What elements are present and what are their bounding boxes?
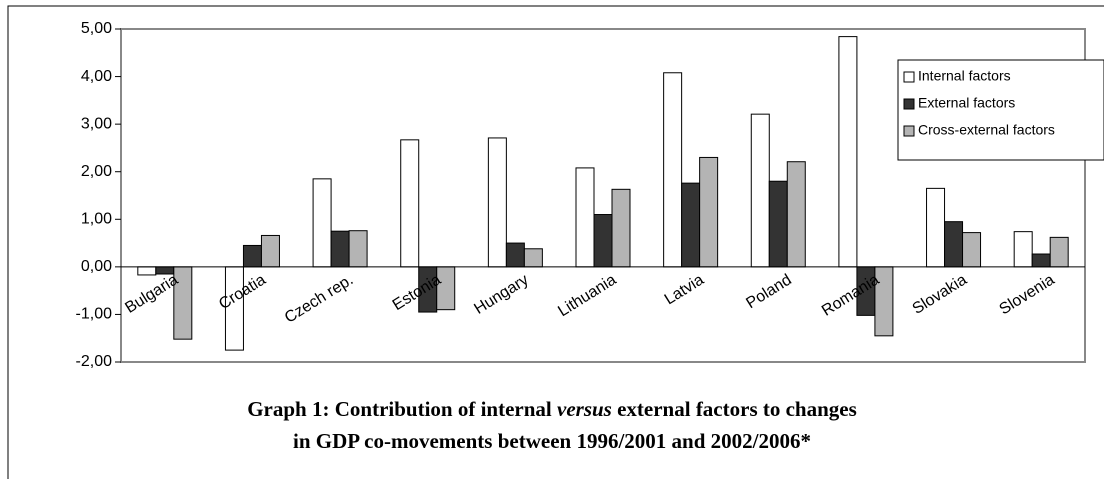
bar	[487, 137, 507, 268]
y-tick-label: 0,00	[81, 258, 112, 275]
x-tick-label: Bulgaria	[122, 271, 181, 317]
bar	[1013, 231, 1033, 268]
legend-label: Internal factors	[918, 68, 1011, 84]
bar	[681, 182, 701, 268]
y-tick-label: 1,00	[81, 211, 112, 228]
x-tick-label: Slovakia	[910, 271, 970, 318]
legend-swatch	[903, 125, 915, 137]
bar	[768, 180, 788, 268]
bar	[523, 248, 543, 268]
legend	[897, 59, 1104, 161]
title-part: versus	[557, 397, 612, 421]
x-tick-label: Poland	[743, 271, 794, 312]
y-tick-label: 3,00	[81, 115, 112, 132]
title-part: Graph 1: Contribution of internal	[247, 397, 557, 421]
bar	[593, 214, 613, 268]
bar	[1049, 236, 1069, 268]
plot-area	[120, 28, 1086, 363]
bar	[400, 139, 420, 268]
bar	[962, 232, 982, 268]
y-tick-label: 5,00	[81, 20, 112, 37]
x-tick-label: Lithuania	[555, 271, 619, 320]
x-tick-label: Latvia	[662, 271, 707, 308]
y-tick-label: 2,00	[81, 163, 112, 180]
frame	[7, 5, 1104, 479]
bar	[137, 266, 157, 276]
bar	[173, 266, 193, 340]
bar	[786, 161, 806, 268]
legend-swatch	[903, 98, 915, 110]
bar	[348, 230, 368, 268]
bar	[663, 72, 683, 268]
bar	[838, 36, 858, 268]
y-tick-label: -2,00	[76, 353, 113, 370]
bar	[505, 242, 525, 268]
bar	[575, 167, 595, 268]
x-tick-label: Czech rep.	[282, 271, 357, 326]
y-tick-label: -1,00	[76, 306, 113, 323]
bar	[312, 178, 332, 268]
bar	[242, 244, 262, 268]
legend-swatch	[903, 71, 915, 83]
bar	[750, 113, 770, 268]
bar	[699, 156, 719, 268]
x-tick-label: Hungary	[471, 271, 531, 317]
chart-title: in GDP co-movements between 1996/2001 an…	[293, 429, 811, 453]
y-tick-label: 4,00	[81, 68, 112, 85]
legend-label: Cross-external factors	[918, 122, 1055, 138]
bar	[944, 221, 964, 268]
bar	[611, 188, 631, 268]
x-tick-label: Slovenia	[996, 271, 1057, 318]
chart-title: Graph 1: Contribution of internal versus…	[247, 397, 857, 421]
bar	[874, 266, 894, 337]
legend-label: External factors	[918, 95, 1015, 111]
bar	[1031, 253, 1051, 268]
bar	[330, 230, 350, 268]
bar	[260, 234, 280, 268]
bar	[926, 187, 946, 268]
title-part: external factors to changes	[612, 397, 857, 421]
